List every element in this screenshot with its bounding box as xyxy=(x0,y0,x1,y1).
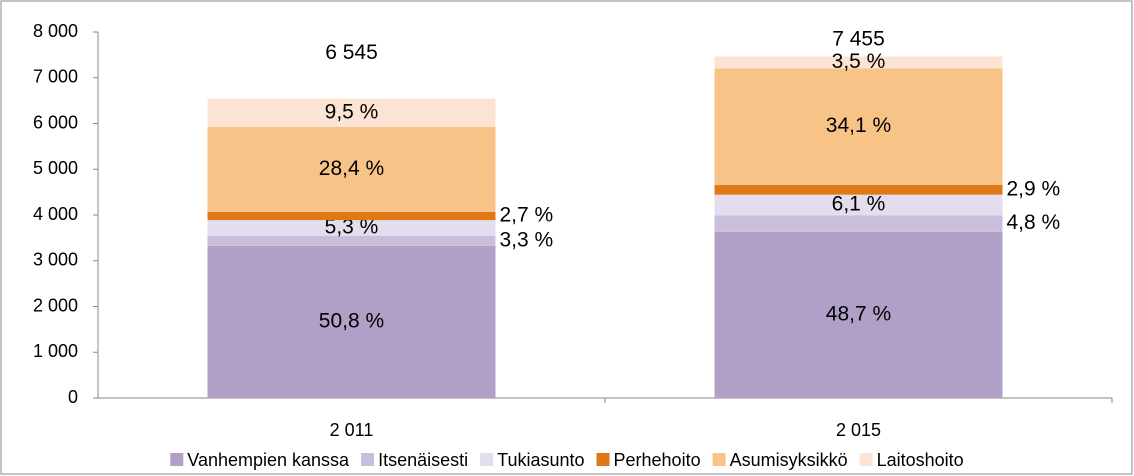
y-tick-label: 3 000 xyxy=(33,250,78,270)
bar-segment xyxy=(714,68,1003,185)
x-tick-label: 2 015 xyxy=(836,420,881,440)
legend-label: Asumisyksikkö xyxy=(730,450,848,470)
bar-segment xyxy=(714,215,1003,232)
data-label: 9,5 % xyxy=(325,100,379,123)
data-label: 34,1 % xyxy=(826,114,891,137)
y-tick-label: 2 000 xyxy=(33,295,78,315)
legend-swatch xyxy=(170,453,184,466)
legend-label: Laitoshoito xyxy=(877,450,964,470)
bar-segment xyxy=(714,184,1003,195)
x-tick-label: 2 011 xyxy=(330,420,374,440)
total-label: 7 455 xyxy=(832,28,885,51)
bar-segment xyxy=(207,126,496,213)
bar-segment xyxy=(714,56,1003,69)
bar-segment xyxy=(207,245,496,398)
data-label: 6,1 % xyxy=(832,193,886,216)
y-tick-label: 0 xyxy=(68,387,78,407)
legend-swatch xyxy=(480,453,494,466)
y-tick-label: 8 000 xyxy=(33,21,78,41)
bar-segment xyxy=(207,98,496,127)
bar-segment xyxy=(207,220,496,236)
data-label: 3,5 % xyxy=(832,50,886,73)
legend-label: Perhehoito xyxy=(614,450,701,470)
bar-segment xyxy=(207,235,496,246)
legend-label: Vanhempien kanssa xyxy=(187,450,350,470)
y-tick-label: 5 000 xyxy=(33,158,78,178)
legend-swatch xyxy=(361,453,375,466)
legend-label: Tukiasunto xyxy=(497,450,584,470)
data-label: 48,7 % xyxy=(826,302,891,325)
bar-segment xyxy=(207,212,496,221)
data-label: 2,9 % xyxy=(1007,177,1061,200)
data-label: 28,4 % xyxy=(319,157,384,180)
data-label: 2,7 % xyxy=(500,204,554,227)
bar-segment xyxy=(714,231,1003,398)
legend-swatch xyxy=(712,453,726,466)
data-label: 50,8 % xyxy=(319,309,384,332)
y-tick-label: 1 000 xyxy=(33,341,78,361)
y-tick-label: 4 000 xyxy=(33,204,78,224)
bar-segment xyxy=(714,194,1003,216)
y-tick-label: 6 000 xyxy=(33,112,78,132)
legend-label: Itsenäisesti xyxy=(378,450,468,470)
legend-swatch xyxy=(596,453,610,466)
data-label: 5,3 % xyxy=(325,216,379,239)
total-label: 6 545 xyxy=(325,41,378,64)
data-label: 3,3 % xyxy=(500,228,554,251)
data-label: 4,8 % xyxy=(1007,211,1061,234)
y-tick-label: 7 000 xyxy=(33,67,78,87)
legend-swatch xyxy=(859,453,873,466)
